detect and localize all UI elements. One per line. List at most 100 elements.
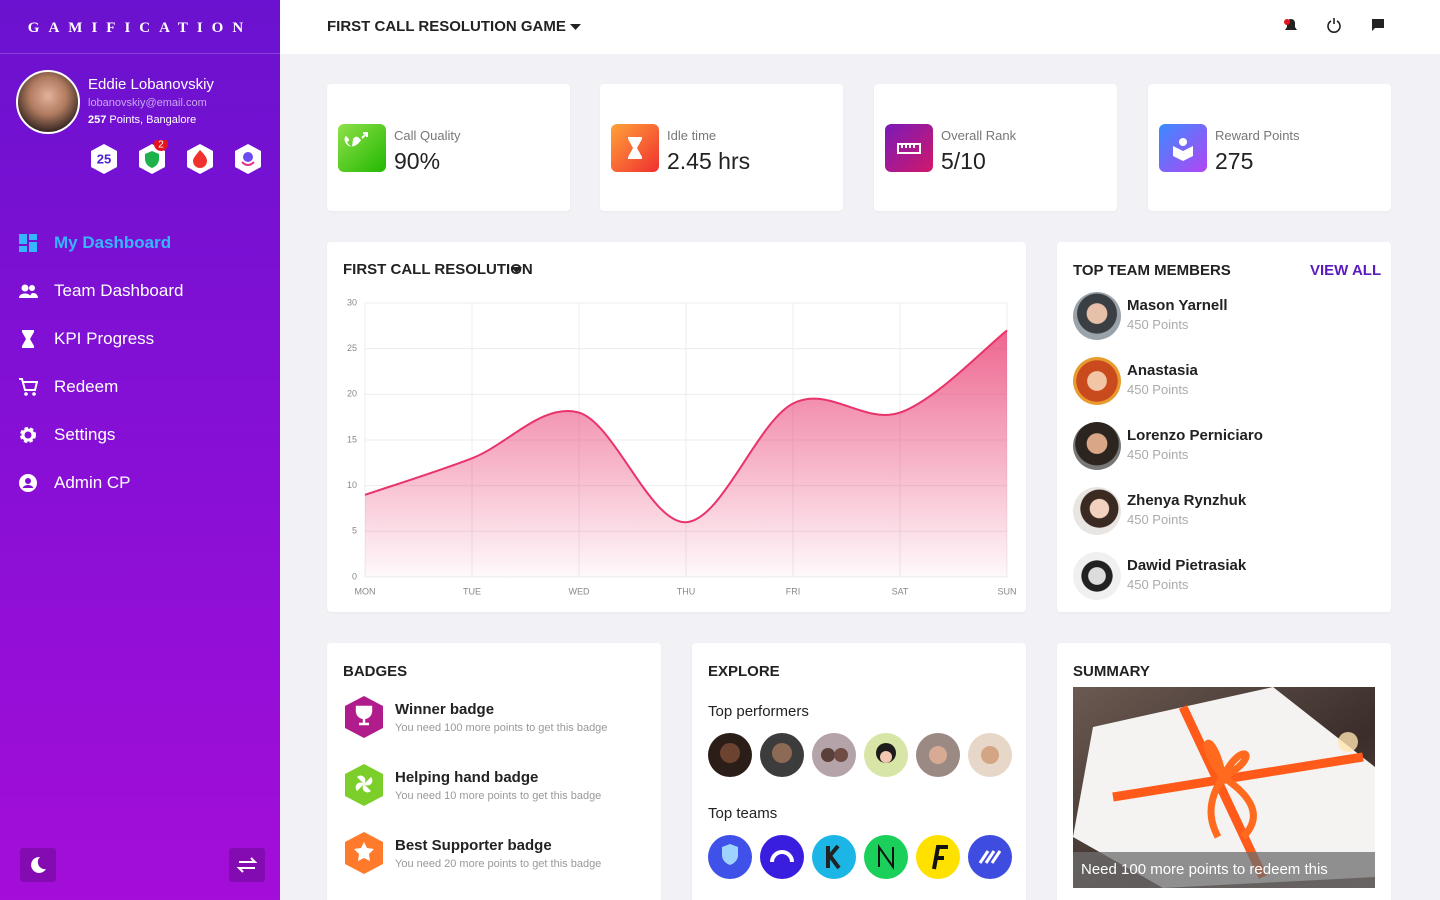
member-avatar	[1073, 357, 1121, 405]
notification-count: 2	[158, 140, 164, 151]
performers-title: Top performers	[708, 703, 809, 720]
area	[365, 330, 1007, 577]
member-points: 450 Points	[1127, 382, 1189, 397]
menu-item[interactable]: Redeem	[18, 372, 268, 402]
menu-item[interactable]: Settings	[18, 420, 268, 450]
member-avatar	[1073, 487, 1121, 535]
x-tick-label: WED	[569, 586, 590, 596]
explore-avatars	[708, 733, 1012, 879]
x-tick-label: THU	[677, 586, 696, 596]
menu-item[interactable]: My Dashboard	[18, 228, 268, 258]
stat-card: Idle time 2.45 hrs	[600, 84, 843, 211]
chart: FIRST CALL RESOLUTION 0 5 10 15 20 25 30 MON TUE…	[343, 261, 1017, 596]
user-avatar[interactable]	[16, 70, 80, 134]
x-tick-label: SUN	[997, 586, 1016, 596]
badge-icon	[343, 695, 387, 744]
member-name: Lorenzo Perniciaro	[1127, 427, 1263, 444]
badges-card: BADGES Winner badge You need 100 more poi…	[327, 643, 661, 900]
badge-item: Best Supporter badge You need 20 more poi…	[327, 831, 661, 877]
collapse-button[interactable]	[229, 848, 265, 882]
stat-value: 5/10	[941, 148, 986, 174]
user-badges: 25 2	[91, 140, 261, 174]
stat-glyph	[1173, 138, 1193, 161]
badge-name: Helping hand badge	[395, 769, 539, 786]
line	[364, 329, 1008, 524]
user-email: lobanovskiy@email.com	[88, 97, 207, 109]
stat-card: Call Quality 90%	[327, 84, 570, 211]
team-member[interactable]: Anastasia 450 Points	[1057, 357, 1391, 407]
badges-title: BADGES	[343, 663, 408, 680]
stat-glyph	[897, 143, 921, 154]
power-icon[interactable]	[1327, 18, 1341, 33]
brand: GAMIFICATION	[0, 0, 280, 54]
badge-item: Helping hand badge You need 10 more point…	[327, 763, 661, 809]
menu-label: Admin CP	[54, 473, 131, 492]
x-tick-label: FRI	[786, 586, 801, 596]
stat-icon	[885, 124, 933, 172]
badge-description: You need 10 more points to get this badg…	[395, 790, 602, 802]
level-text: 25	[97, 151, 111, 166]
stat-label: Reward Points	[1215, 128, 1300, 143]
team-member[interactable]: Zhenya Rynzhuk 450 Points	[1057, 487, 1391, 537]
stat-icon	[1159, 124, 1207, 172]
performer-avatars	[708, 733, 1012, 777]
notification-dot	[154, 140, 168, 151]
x-tick-label: MON	[355, 586, 376, 596]
member-avatar	[1073, 292, 1121, 340]
stat-icon	[338, 124, 386, 172]
menu-item[interactable]: KPI Progress	[18, 324, 268, 354]
y-tick-label: 30	[347, 297, 357, 307]
level-badge	[91, 144, 117, 174]
badge-description: You need 100 more points to get this bad…	[395, 722, 608, 734]
chat-icon[interactable]	[1372, 19, 1384, 31]
points-suffix: Points, Bangalore	[109, 114, 197, 126]
dropdown-arrow	[570, 24, 582, 30]
game-title: FIRST CALL RESOLUTION GAME	[327, 18, 566, 35]
view-all-link[interactable]: VIEW ALL	[1310, 262, 1382, 279]
header: FIRST CALL RESOLUTION GAME	[280, 0, 1440, 54]
member-points: 450 Points	[1127, 577, 1189, 592]
stat-card: Overall Rank 5/10	[874, 84, 1117, 211]
summary-image	[1073, 687, 1375, 888]
team-card: TOP TEAM MEMBERS VIEW ALL Mason Yarnell 4…	[1057, 242, 1391, 612]
badge-description: You need 20 more points to get this badg…	[395, 858, 602, 870]
team-member[interactable]: Mason Yarnell 450 Points	[1057, 292, 1391, 342]
y-tick-label: 10	[347, 480, 357, 490]
menu-icon	[19, 474, 37, 492]
stat-card: Reward Points 275	[1148, 84, 1391, 211]
summary-title: SUMMARY	[1073, 663, 1150, 680]
badge-hexagon	[345, 832, 383, 874]
game-selector[interactable]: FIRST CALL RESOLUTION GAME	[327, 18, 582, 35]
stat-glyph	[628, 137, 642, 159]
badge-hexagon	[345, 696, 383, 738]
y-tick-label: 20	[347, 389, 357, 399]
summary-caption: Need 100 more points to redeem this	[1081, 861, 1328, 878]
member-avatar	[1073, 552, 1121, 600]
team-logos	[708, 835, 1012, 879]
user-name: Eddie Lobanovskiy	[88, 76, 214, 93]
member-points: 450 Points	[1127, 447, 1189, 462]
x-tick-label: TUE	[463, 586, 481, 596]
y-tick-label: 0	[352, 571, 357, 581]
team-member[interactable]: Lorenzo Perniciaro 450 Points	[1057, 422, 1391, 472]
menu-label: My Dashboard	[54, 233, 172, 252]
badge-icon	[343, 763, 387, 812]
stat-label: Idle time	[667, 128, 717, 143]
chart-dropdown[interactable]	[511, 267, 522, 273]
team-title: TOP TEAM MEMBERS	[1073, 262, 1231, 279]
menu-icon	[19, 378, 38, 396]
menu-item[interactable]: Team Dashboard	[18, 276, 268, 306]
dark-mode-button[interactable]	[20, 848, 56, 882]
summary-card: SUMMARY Need 100 more points to redeem t…	[1057, 643, 1391, 900]
member-name: Zhenya Rynzhuk	[1127, 492, 1247, 509]
points-value: 257	[88, 114, 107, 126]
y-tick-label: 15	[347, 434, 357, 444]
team-member[interactable]: Dawid Pietrasiak 450 Points	[1057, 552, 1391, 602]
menu-item[interactable]: Admin CP	[18, 468, 268, 498]
explore-title: EXPLORE	[708, 663, 780, 680]
badge-name: Best Supporter badge	[395, 837, 552, 854]
member-points: 450 Points	[1127, 512, 1189, 527]
menu-label: Team Dashboard	[54, 281, 184, 300]
